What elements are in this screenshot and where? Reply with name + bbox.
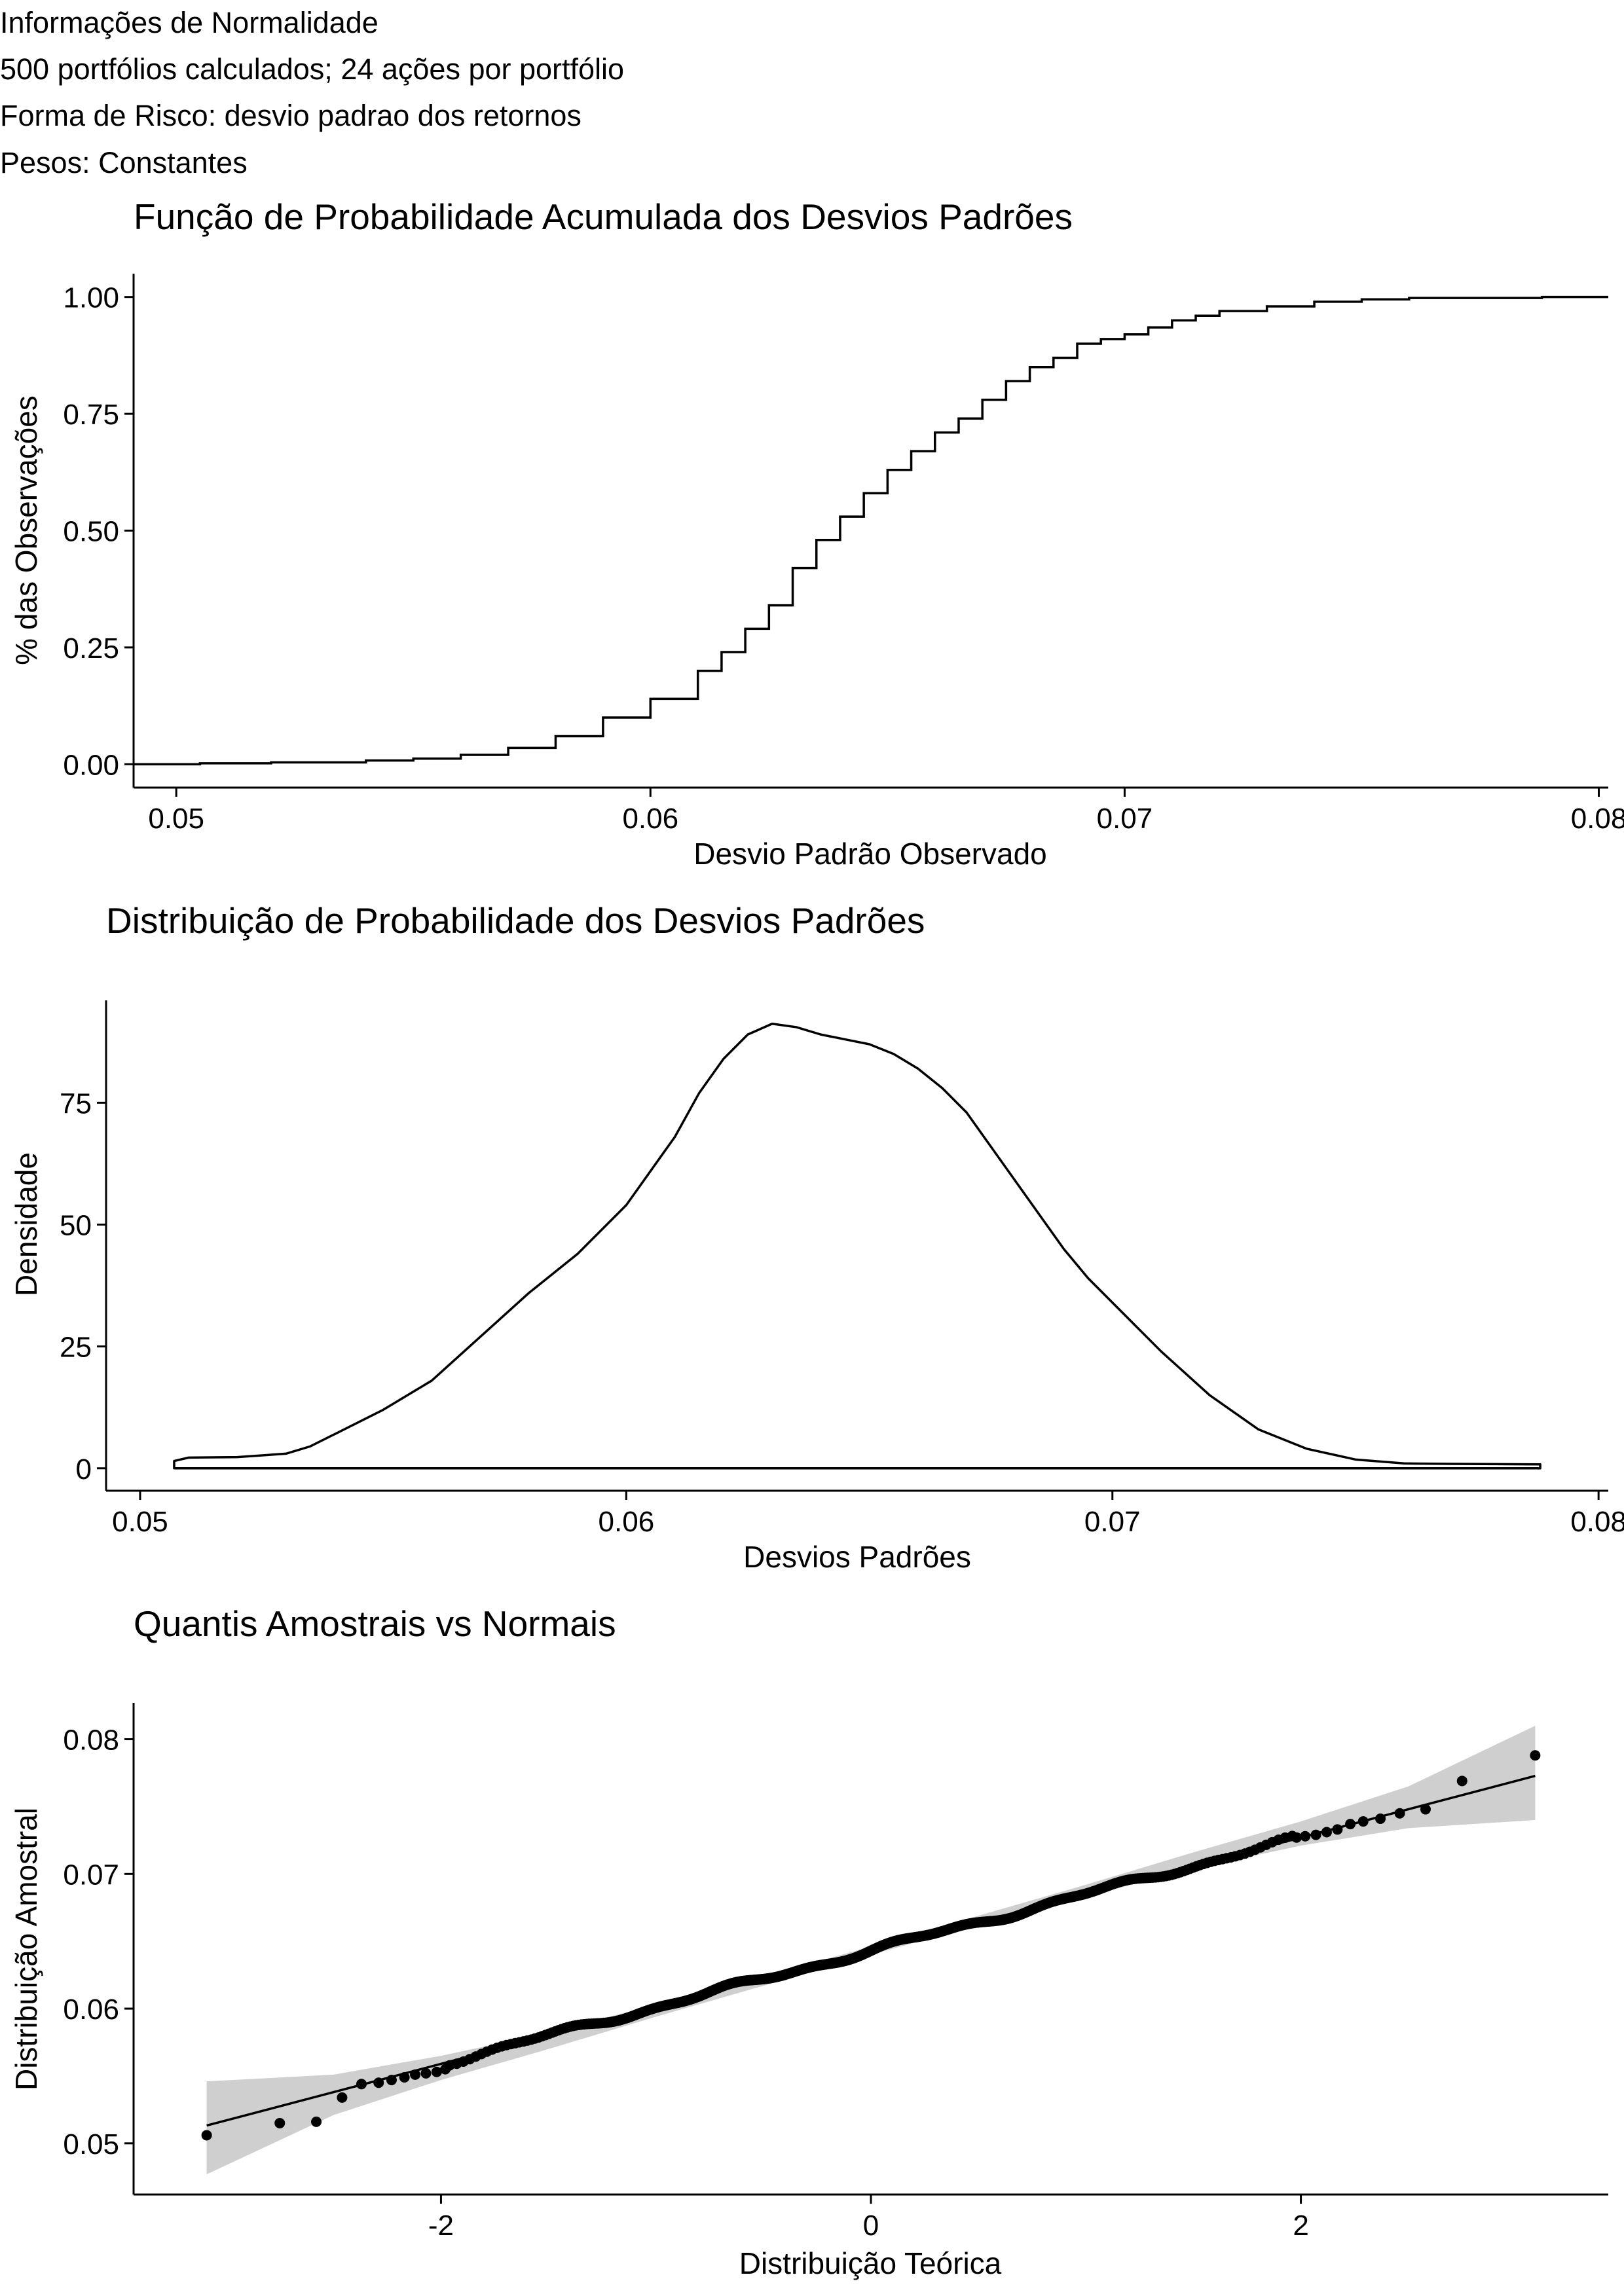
qq-point [337, 2092, 348, 2103]
density-x-label: Desvios Padrões [743, 1540, 971, 1574]
ecdf-y-tick-label: 0.75 [63, 399, 119, 431]
ecdf-y-label: % das Observações [9, 395, 43, 665]
qq-plot-area [201, 1725, 1541, 2175]
ecdf-title: Função de Probabilidade Acumulada dos De… [134, 196, 1073, 237]
header-line-weights: Pesos: Constantes [0, 146, 248, 179]
density-title: Distribuição de Probabilidade dos Desvio… [106, 900, 925, 941]
qq-y-ticks: 0.05 0.06 0.07 0.08 [63, 1724, 134, 2160]
qq-point [440, 2064, 451, 2075]
qq-point [1420, 1804, 1431, 1815]
ecdf-y-tick-label: 0.00 [63, 749, 119, 781]
ecdf-x-tick-label: 0.06 [622, 803, 678, 835]
qq-x-tick-label: 0 [863, 2210, 879, 2242]
qq-point [201, 2130, 212, 2141]
density-x-tick-label: 0.07 [1084, 1506, 1141, 1538]
ecdf-x-tick-label: 0.05 [148, 803, 204, 835]
header-line-risk: Forma de Risco: desvio padrao dos retorn… [0, 99, 581, 132]
ecdf-chart: Função de Probabilidade Acumulada dos De… [9, 196, 1624, 871]
qq-y-tick-label: 0.07 [63, 1859, 119, 1891]
qq-y-tick-label: 0.05 [63, 2128, 119, 2160]
density-x-ticks: 0.05 0.06 0.07 0.08 [112, 1491, 1624, 1538]
density-y-label: Densidade [9, 1152, 43, 1296]
ecdf-series-line [134, 295, 1608, 766]
ecdf-plot-area [134, 295, 1608, 766]
ecdf-y-tick-label: 1.00 [63, 282, 119, 314]
density-y-tick-label: 75 [60, 1087, 92, 1120]
ecdf-x-tick-label: 0.08 [1571, 803, 1624, 835]
density-series-curve [173, 1022, 1541, 1470]
qq-reference-line [206, 1774, 1536, 2127]
qq-chart: Quantis Amostrais vs Normais 0.050.060.0… [9, 1603, 1608, 2280]
ecdf-y-tick-label: 0.25 [63, 632, 119, 665]
header-line-title: Informações de Normalidade [0, 6, 378, 39]
ecdf-x-tick-label: 0.07 [1097, 803, 1153, 835]
qq-y-tick-label: 0.08 [63, 1724, 119, 1757]
qq-x-ticks: -2 0 2 [428, 2195, 1309, 2242]
qq-point [420, 2068, 432, 2079]
qq-y-tick-label: 0.06 [63, 1994, 119, 2026]
qq-point [431, 2066, 442, 2077]
qq-y-label: Distribuição Amostral [9, 1808, 43, 2090]
ecdf-x-ticks: 0.05 0.06 0.07 0.08 [148, 788, 1624, 835]
qq-x-label: Distribuição Teórica [739, 2246, 1002, 2280]
ecdf-y-tick-label: 0.50 [63, 516, 119, 548]
header-line-portfolios: 500 portfólios calculados; 24 ações por … [0, 52, 625, 86]
density-chart: Distribuição de Probabilidade dos Desvio… [9, 900, 1624, 1574]
qq-points [201, 1750, 1541, 2141]
qq-point [1456, 1776, 1467, 1787]
density-y-tick-label: 25 [60, 1332, 92, 1364]
density-x-tick-label: 0.08 [1570, 1506, 1624, 1538]
density-plot-area [173, 1022, 1541, 1470]
qq-point [274, 2117, 286, 2128]
density-y-tick-label: 0 [76, 1453, 92, 1485]
qq-title: Quantis Amostrais vs Normais [134, 1603, 616, 1644]
density-y-ticks: 0 25 50 75 [60, 1087, 106, 1485]
density-x-tick-label: 0.05 [112, 1506, 168, 1538]
ecdf-y-ticks: 0.00 0.25 0.50 0.75 1.00 [63, 282, 134, 781]
qq-x-tick-label: 2 [1293, 2210, 1308, 2242]
ecdf-x-label: Desvio Padrão Observado [693, 837, 1047, 871]
density-y-tick-label: 50 [60, 1209, 92, 1241]
qq-point [311, 2116, 322, 2127]
density-x-tick-label: 0.06 [599, 1506, 655, 1538]
qq-point [1530, 1750, 1541, 1761]
qq-x-tick-label: -2 [428, 2210, 454, 2242]
